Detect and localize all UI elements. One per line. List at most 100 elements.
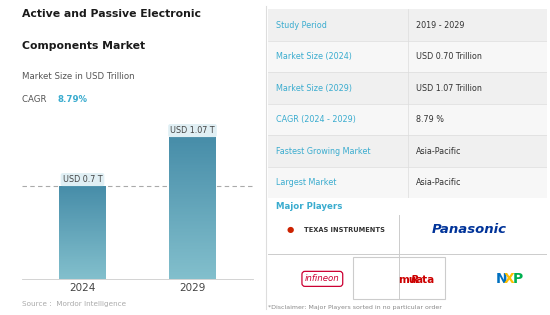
- Text: TEXAS INSTRUMENTS: TEXAS INSTRUMENTS: [304, 227, 385, 233]
- Text: mu: mu: [398, 275, 416, 285]
- Bar: [169, 139, 216, 140]
- Bar: [169, 150, 216, 151]
- Bar: [59, 214, 106, 215]
- Text: *Disclaimer: Major Players sorted in no particular order: *Disclaimer: Major Players sorted in no …: [268, 305, 442, 310]
- Bar: [169, 243, 216, 245]
- Bar: [169, 259, 216, 261]
- Bar: [59, 278, 106, 279]
- Bar: [59, 262, 106, 263]
- Text: Components Market: Components Market: [22, 41, 145, 51]
- Bar: [59, 256, 106, 257]
- Bar: [59, 218, 106, 219]
- Text: Fastest Growing Market: Fastest Growing Market: [276, 147, 371, 156]
- Bar: [169, 146, 216, 147]
- Bar: [59, 222, 106, 223]
- Bar: [169, 154, 216, 156]
- Bar: [59, 192, 106, 193]
- Bar: [169, 204, 216, 205]
- Bar: [169, 173, 216, 174]
- Bar: [169, 246, 216, 248]
- Bar: [268, 135, 547, 167]
- Bar: [59, 245, 106, 246]
- Text: USD 1.07 T: USD 1.07 T: [170, 126, 215, 135]
- Bar: [59, 277, 106, 278]
- Bar: [59, 243, 106, 244]
- Bar: [169, 161, 216, 163]
- Text: Market Size (2029): Market Size (2029): [276, 84, 352, 93]
- Bar: [59, 250, 106, 251]
- Bar: [59, 265, 106, 266]
- Bar: [169, 241, 216, 242]
- Bar: [59, 229, 106, 230]
- Bar: [169, 245, 216, 246]
- Text: X: X: [504, 272, 515, 286]
- Bar: [59, 187, 106, 188]
- Bar: [169, 216, 216, 218]
- Bar: [59, 244, 106, 245]
- Text: Largest Market: Largest Market: [276, 178, 337, 187]
- Bar: [59, 266, 106, 267]
- Text: CAGR (2024 - 2029): CAGR (2024 - 2029): [276, 115, 356, 124]
- Text: P: P: [513, 272, 522, 286]
- Bar: [169, 267, 216, 269]
- Bar: [59, 193, 106, 194]
- Bar: [59, 264, 106, 265]
- Bar: [169, 174, 216, 175]
- Bar: [59, 203, 106, 204]
- Bar: [268, 9, 547, 41]
- Bar: [59, 186, 106, 187]
- Bar: [59, 220, 106, 221]
- Bar: [169, 143, 216, 144]
- Bar: [169, 164, 216, 165]
- Bar: [169, 188, 216, 190]
- Bar: [59, 223, 106, 224]
- Bar: [59, 197, 106, 198]
- Bar: [169, 181, 216, 182]
- Text: USD 0.70 Trillion: USD 0.70 Trillion: [416, 52, 482, 61]
- Bar: [59, 207, 106, 208]
- Bar: [169, 212, 216, 214]
- Text: 8.79%: 8.79%: [57, 94, 87, 104]
- Bar: [268, 104, 547, 135]
- FancyBboxPatch shape: [353, 257, 446, 299]
- Bar: [169, 270, 216, 272]
- Text: ata: ata: [415, 275, 434, 285]
- Bar: [169, 224, 216, 225]
- Bar: [169, 221, 216, 222]
- Bar: [169, 225, 216, 226]
- Bar: [59, 198, 106, 199]
- Bar: [59, 247, 106, 248]
- Bar: [169, 144, 216, 146]
- Bar: [59, 217, 106, 218]
- Bar: [169, 167, 216, 168]
- Bar: [59, 227, 106, 228]
- Bar: [59, 269, 106, 270]
- Bar: [169, 214, 216, 215]
- Bar: [59, 248, 106, 249]
- Bar: [59, 241, 106, 242]
- Bar: [59, 195, 106, 196]
- Text: N: N: [496, 272, 507, 286]
- Bar: [59, 201, 106, 202]
- Bar: [59, 238, 106, 239]
- Bar: [169, 275, 216, 276]
- Bar: [59, 252, 106, 253]
- Text: 8.79 %: 8.79 %: [416, 115, 444, 124]
- Bar: [169, 209, 216, 211]
- Bar: [169, 256, 216, 258]
- Text: Source :  Mordor Intelligence: Source : Mordor Intelligence: [22, 301, 126, 307]
- Bar: [169, 187, 216, 188]
- Bar: [169, 184, 216, 185]
- Bar: [59, 216, 106, 217]
- Bar: [169, 269, 216, 270]
- Bar: [59, 273, 106, 274]
- Bar: [59, 209, 106, 210]
- Bar: [59, 259, 106, 260]
- Bar: [59, 212, 106, 213]
- Bar: [59, 221, 106, 222]
- Text: Asia-Pacific: Asia-Pacific: [416, 178, 461, 187]
- Bar: [169, 168, 216, 170]
- Bar: [59, 215, 106, 216]
- Bar: [169, 233, 216, 235]
- Bar: [59, 191, 106, 192]
